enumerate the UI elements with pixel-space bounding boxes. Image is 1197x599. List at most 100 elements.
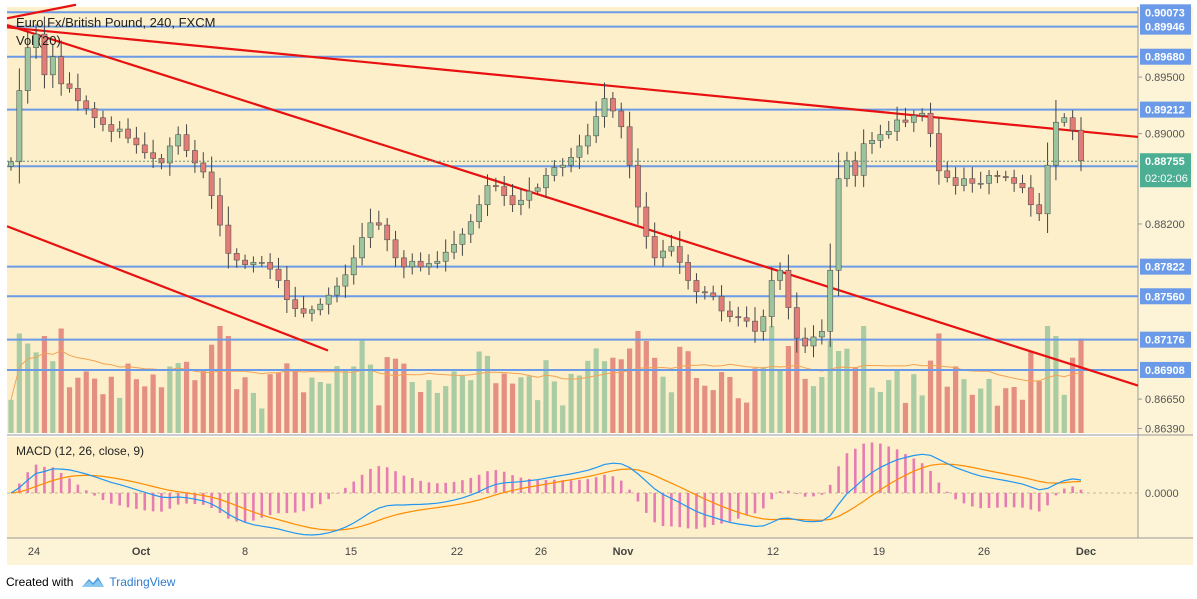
- candle-body: [91, 108, 98, 119]
- volume-bar: [409, 382, 415, 433]
- candle-body: [902, 119, 909, 123]
- candle-body: [534, 187, 541, 192]
- tradingview-link[interactable]: TradingView: [109, 575, 176, 589]
- price-axis-label: 0.88200: [1145, 219, 1185, 231]
- candle: [350, 245, 357, 285]
- candle-body: [551, 167, 558, 176]
- candle-body: [584, 135, 591, 147]
- volume-bar: [944, 386, 950, 433]
- volume-bar: [392, 358, 399, 433]
- candle: [442, 239, 449, 272]
- time-axis-label: 26: [535, 546, 547, 558]
- candle-body: [49, 56, 56, 76]
- volume-bar: [877, 392, 883, 433]
- level-price-label: 0.86908: [1145, 365, 1185, 377]
- macd-zero-label: 0.0000: [1145, 488, 1179, 500]
- volume-bar: [760, 367, 766, 433]
- volume-bar: [501, 373, 507, 433]
- candle: [802, 327, 809, 353]
- volume-bar: [167, 366, 173, 433]
- candle: [910, 110, 917, 133]
- candle-body: [509, 195, 516, 206]
- volume-bar: [810, 386, 817, 433]
- volume-bar: [426, 380, 432, 433]
- volume-bar: [242, 377, 248, 433]
- volume-bar: [125, 363, 131, 433]
- candle-body: [150, 152, 157, 159]
- volume-bar: [718, 372, 725, 433]
- candle: [267, 253, 274, 279]
- candle-body: [952, 177, 959, 186]
- candle-body: [518, 199, 524, 206]
- candle-body: [166, 145, 173, 164]
- candle: [885, 120, 892, 139]
- macd-panel: [7, 442, 1138, 536]
- tradingview-logo-icon: [82, 577, 105, 587]
- candle: [367, 208, 374, 248]
- candle-body: [576, 145, 583, 158]
- candle-body: [994, 175, 1001, 177]
- candle: [467, 214, 474, 244]
- volume-bar: [326, 383, 332, 433]
- candle: [651, 222, 658, 266]
- candle-body: [417, 260, 424, 268]
- candle-body: [208, 171, 215, 197]
- candle-body: [116, 128, 123, 132]
- volume-bar: [610, 357, 616, 433]
- candle: [977, 171, 984, 189]
- volume-bar: [217, 326, 223, 433]
- candle: [860, 129, 867, 188]
- candle: [693, 273, 700, 304]
- candle-body: [501, 186, 508, 197]
- candle-body: [492, 185, 499, 187]
- volume-bar: [953, 366, 959, 433]
- volume-bar: [1028, 351, 1034, 433]
- candle: [41, 16, 48, 89]
- volume-bar: [484, 355, 491, 433]
- candle: [902, 107, 909, 128]
- candle: [1061, 113, 1068, 127]
- volume-bar: [710, 390, 716, 433]
- candle: [451, 230, 457, 260]
- candle: [609, 92, 616, 118]
- volume-bar: [961, 379, 967, 433]
- candle-body: [309, 309, 315, 314]
- candle-body: [158, 158, 165, 164]
- candle-body: [484, 185, 491, 206]
- candle: [1053, 99, 1059, 181]
- volume-bar: [526, 376, 532, 433]
- volume-bar: [911, 374, 917, 433]
- volume-bar: [459, 375, 465, 433]
- volume-bar: [986, 378, 992, 433]
- candle-body: [885, 130, 892, 135]
- trendline-short: [6, 3, 77, 20]
- candle-body: [242, 259, 248, 265]
- candle: [133, 126, 140, 154]
- candle: [626, 111, 633, 179]
- volume-bar: [351, 366, 357, 433]
- volume-bar: [100, 394, 106, 433]
- candle: [785, 254, 792, 320]
- volume-bar: [476, 351, 482, 433]
- level-price-label: 0.89680: [1145, 52, 1185, 64]
- candle-body: [451, 243, 457, 253]
- candle: [534, 183, 541, 196]
- candle-body: [476, 204, 483, 222]
- candle-body: [727, 310, 733, 317]
- candle: [935, 117, 942, 185]
- candle: [8, 157, 14, 171]
- candle: [1002, 170, 1009, 182]
- volume-bar: [1003, 388, 1009, 433]
- volume-bar: [1053, 336, 1059, 433]
- candle-body: [701, 291, 708, 294]
- volume-bar: [33, 352, 39, 433]
- volume-bar: [342, 370, 348, 433]
- candle-body: [1044, 164, 1051, 215]
- candle-body: [375, 222, 382, 226]
- price-axis-label: 0.89000: [1145, 129, 1185, 141]
- volume-bar: [150, 374, 156, 433]
- macd-signal-line: [10, 463, 1082, 531]
- candle: [576, 134, 583, 170]
- candle-body: [325, 294, 332, 305]
- volume-bar: [902, 402, 909, 433]
